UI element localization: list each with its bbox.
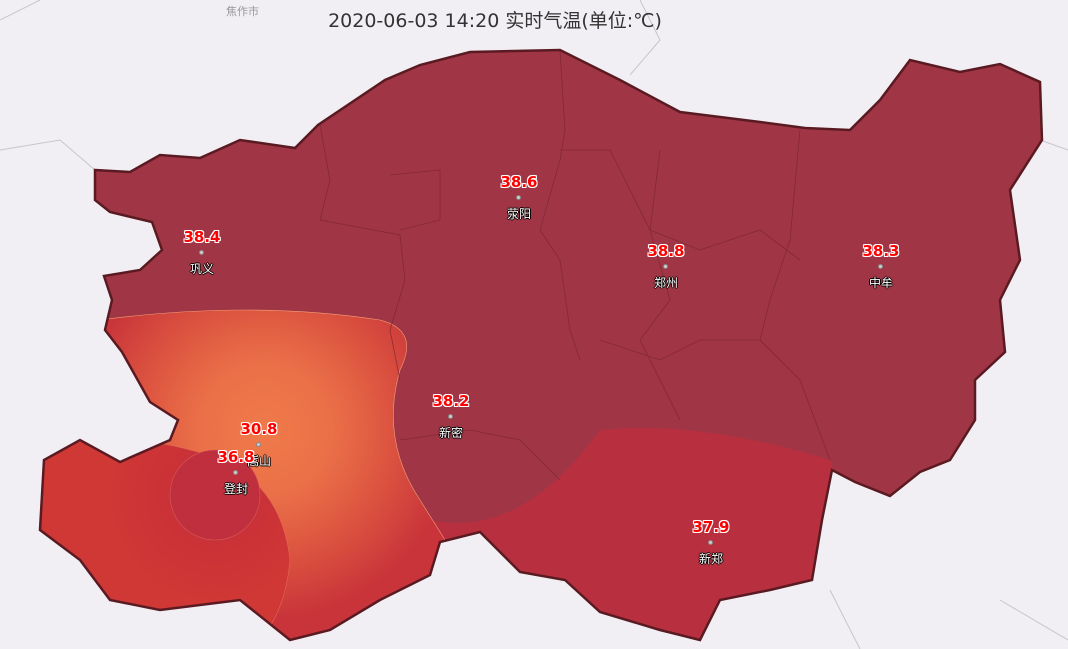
station-name: 荥阳 bbox=[506, 207, 531, 221]
station-name: 郑州 bbox=[653, 276, 678, 290]
station-temperature: 37.9 bbox=[692, 518, 730, 536]
city-label-jiaozuo: 焦作市 bbox=[226, 5, 259, 18]
region-boundary bbox=[38, 48, 1044, 642]
station-temperature: 38.2 bbox=[432, 392, 470, 410]
station-temperature: 38.6 bbox=[500, 173, 538, 191]
county-borders bbox=[319, 50, 831, 481]
station-dot-icon bbox=[516, 195, 521, 200]
station-dot-icon bbox=[199, 250, 204, 255]
station-name: 新郑 bbox=[698, 552, 723, 566]
station-name: 中牟 bbox=[868, 276, 893, 290]
station-name: 登封 bbox=[223, 482, 248, 496]
station-dot-icon bbox=[663, 264, 668, 269]
station-temperature: 30.8 bbox=[240, 420, 278, 438]
station-dot-icon bbox=[256, 442, 261, 447]
station-dot-icon bbox=[878, 264, 883, 269]
station-dot-icon bbox=[708, 540, 713, 545]
station-temperature: 38.8 bbox=[647, 242, 685, 260]
station-dot-icon bbox=[448, 414, 453, 419]
station-temperature: 36.8 bbox=[217, 448, 255, 466]
station-name: 巩义 bbox=[189, 262, 214, 276]
station-temperature: 38.4 bbox=[183, 228, 221, 246]
station-temperature: 38.3 bbox=[862, 242, 900, 260]
station-name: 嵩山 bbox=[246, 454, 271, 468]
map-title: 2020-06-03 14:20 实时气温(单位:℃) bbox=[328, 10, 662, 32]
station-name: 新密 bbox=[438, 426, 463, 440]
station-dot-icon bbox=[233, 470, 238, 475]
